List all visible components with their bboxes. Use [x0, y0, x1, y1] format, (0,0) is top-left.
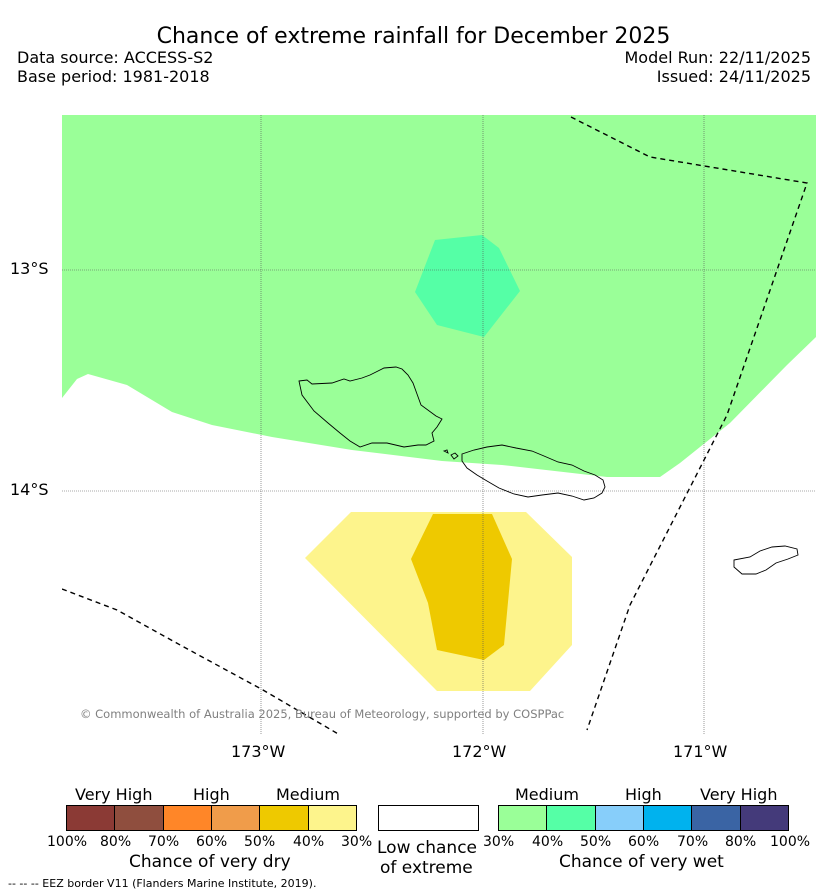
dry-header-medium: Medium: [276, 785, 340, 804]
map-title: Chance of extreme rainfall for December …: [156, 24, 671, 49]
dry-swatch-80-100: [67, 806, 116, 830]
wet-tick: 30%: [483, 834, 515, 850]
manono-islet: [450, 452, 459, 460]
tutuila-island: [733, 545, 799, 575]
low-chance-label-line1: Low chance: [377, 838, 477, 858]
wet-swatch-40-50: [547, 806, 596, 830]
dry-region-40-50: [411, 514, 512, 660]
lon-label-172w: 172°W: [452, 742, 507, 761]
low-chance-label-line2: of extreme: [380, 858, 473, 878]
wet-tick: 60%: [628, 834, 660, 850]
dry-tick: 60%: [196, 834, 228, 850]
wet-swatch-80-100: [740, 806, 788, 830]
wet-header-very-high: Very High: [700, 785, 778, 804]
lat-label-13s: 13°S: [10, 259, 49, 278]
dry-swatch-70-80: [115, 806, 164, 830]
lon-label-173w: 173°W: [231, 742, 286, 761]
wet-header-medium: Medium: [515, 785, 579, 804]
wet-legend-label: Chance of very wet: [559, 852, 724, 872]
copyright-notice: © Commonwealth of Australia 2025, Bureau…: [80, 707, 564, 721]
lon-label-171w: 171°W: [673, 742, 728, 761]
wet-tick: 40%: [532, 834, 564, 850]
wet-tick: 70%: [677, 834, 709, 850]
graticule: [62, 115, 816, 735]
wet-swatch-30-40: [499, 806, 548, 830]
dry-tick: 50%: [244, 834, 276, 850]
dry-tick: 70%: [148, 834, 180, 850]
issued-label: Issued: 24/11/2025: [656, 67, 811, 86]
dry-tick: 100%: [47, 834, 88, 850]
eez-footnote: -- -- -- EEZ border V11 (Flanders Marine…: [8, 877, 317, 890]
dry-legend-label: Chance of very dry: [129, 852, 291, 872]
wet-region-40-50: [415, 235, 520, 337]
savaii-island: [298, 366, 443, 448]
dry-tick: 30%: [341, 834, 373, 850]
islands: [298, 366, 799, 575]
dry-swatch-30-40: [308, 806, 356, 830]
rainfall-map: © Commonwealth of Australia 2025, Bureau…: [62, 115, 816, 735]
upolu-island: [461, 444, 606, 501]
model-run-label: Model Run: 22/11/2025: [624, 48, 812, 67]
low-chance-swatch: [378, 805, 479, 831]
eez-border: [62, 116, 808, 735]
wet-tick: 80%: [725, 834, 757, 850]
wet-colorbar: [498, 805, 789, 831]
dry-swatch-60-70: [163, 806, 212, 830]
dry-header-high: High: [193, 785, 230, 804]
wet-swatch-70-80: [692, 806, 741, 830]
dry-tick: 40%: [293, 834, 325, 850]
dry-header-very-high: Very High: [75, 785, 153, 804]
lat-label-14s: 14°S: [10, 480, 49, 499]
dry-tick: 80%: [100, 834, 132, 850]
base-period-label: Base period: 1981-2018: [17, 67, 210, 86]
wet-swatch-60-70: [643, 806, 693, 830]
wet-tick: 100%: [770, 834, 811, 850]
apolima-islet: [442, 449, 449, 454]
dry-swatch-40-50: [260, 806, 309, 830]
wet-swatch-50-60: [595, 806, 644, 830]
dry-colorbar: [66, 805, 357, 831]
data-source-label: Data source: ACCESS-S2: [17, 48, 214, 67]
dry-swatch-50-60: [211, 806, 261, 830]
wet-header-high: High: [625, 785, 662, 804]
wet-tick: 50%: [580, 834, 612, 850]
